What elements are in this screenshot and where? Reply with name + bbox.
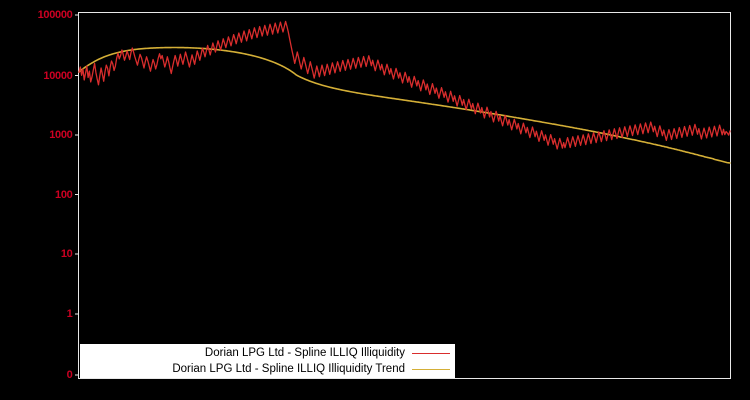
legend-item: Dorian LPG Ltd - Spline ILLIQ Illiquidit… xyxy=(81,345,454,361)
y-axis-tick-label: 0 xyxy=(66,369,73,381)
legend-label: Dorian LPG Ltd - Spline ILLIQ Illiquidit… xyxy=(204,347,405,359)
series-line-illiquidity xyxy=(78,20,731,150)
plot-area-frame xyxy=(78,12,731,379)
y-axis-tick-label: 1 xyxy=(66,308,73,320)
y-axis-tick-label: 10 xyxy=(60,248,73,260)
legend-item: Dorian LPG Ltd - Spline ILLIQ Illiquidit… xyxy=(81,361,454,377)
y-axis-tick-label: 100000 xyxy=(37,9,73,21)
y-axis-tick-marks xyxy=(75,14,79,376)
legend-swatch-illiquidity xyxy=(412,352,450,354)
legend-swatch-trend xyxy=(412,368,450,370)
chart-legend: Dorian LPG Ltd - Spline ILLIQ Illiquidit… xyxy=(80,344,455,378)
legend-label: Dorian LPG Ltd - Spline ILLIQ Illiquidit… xyxy=(172,363,405,375)
y-axis-tick-label: 100 xyxy=(55,188,73,201)
y-axis-tick-label: 1000 xyxy=(49,129,73,141)
y-axis-tick-label: 10000 xyxy=(43,69,73,82)
